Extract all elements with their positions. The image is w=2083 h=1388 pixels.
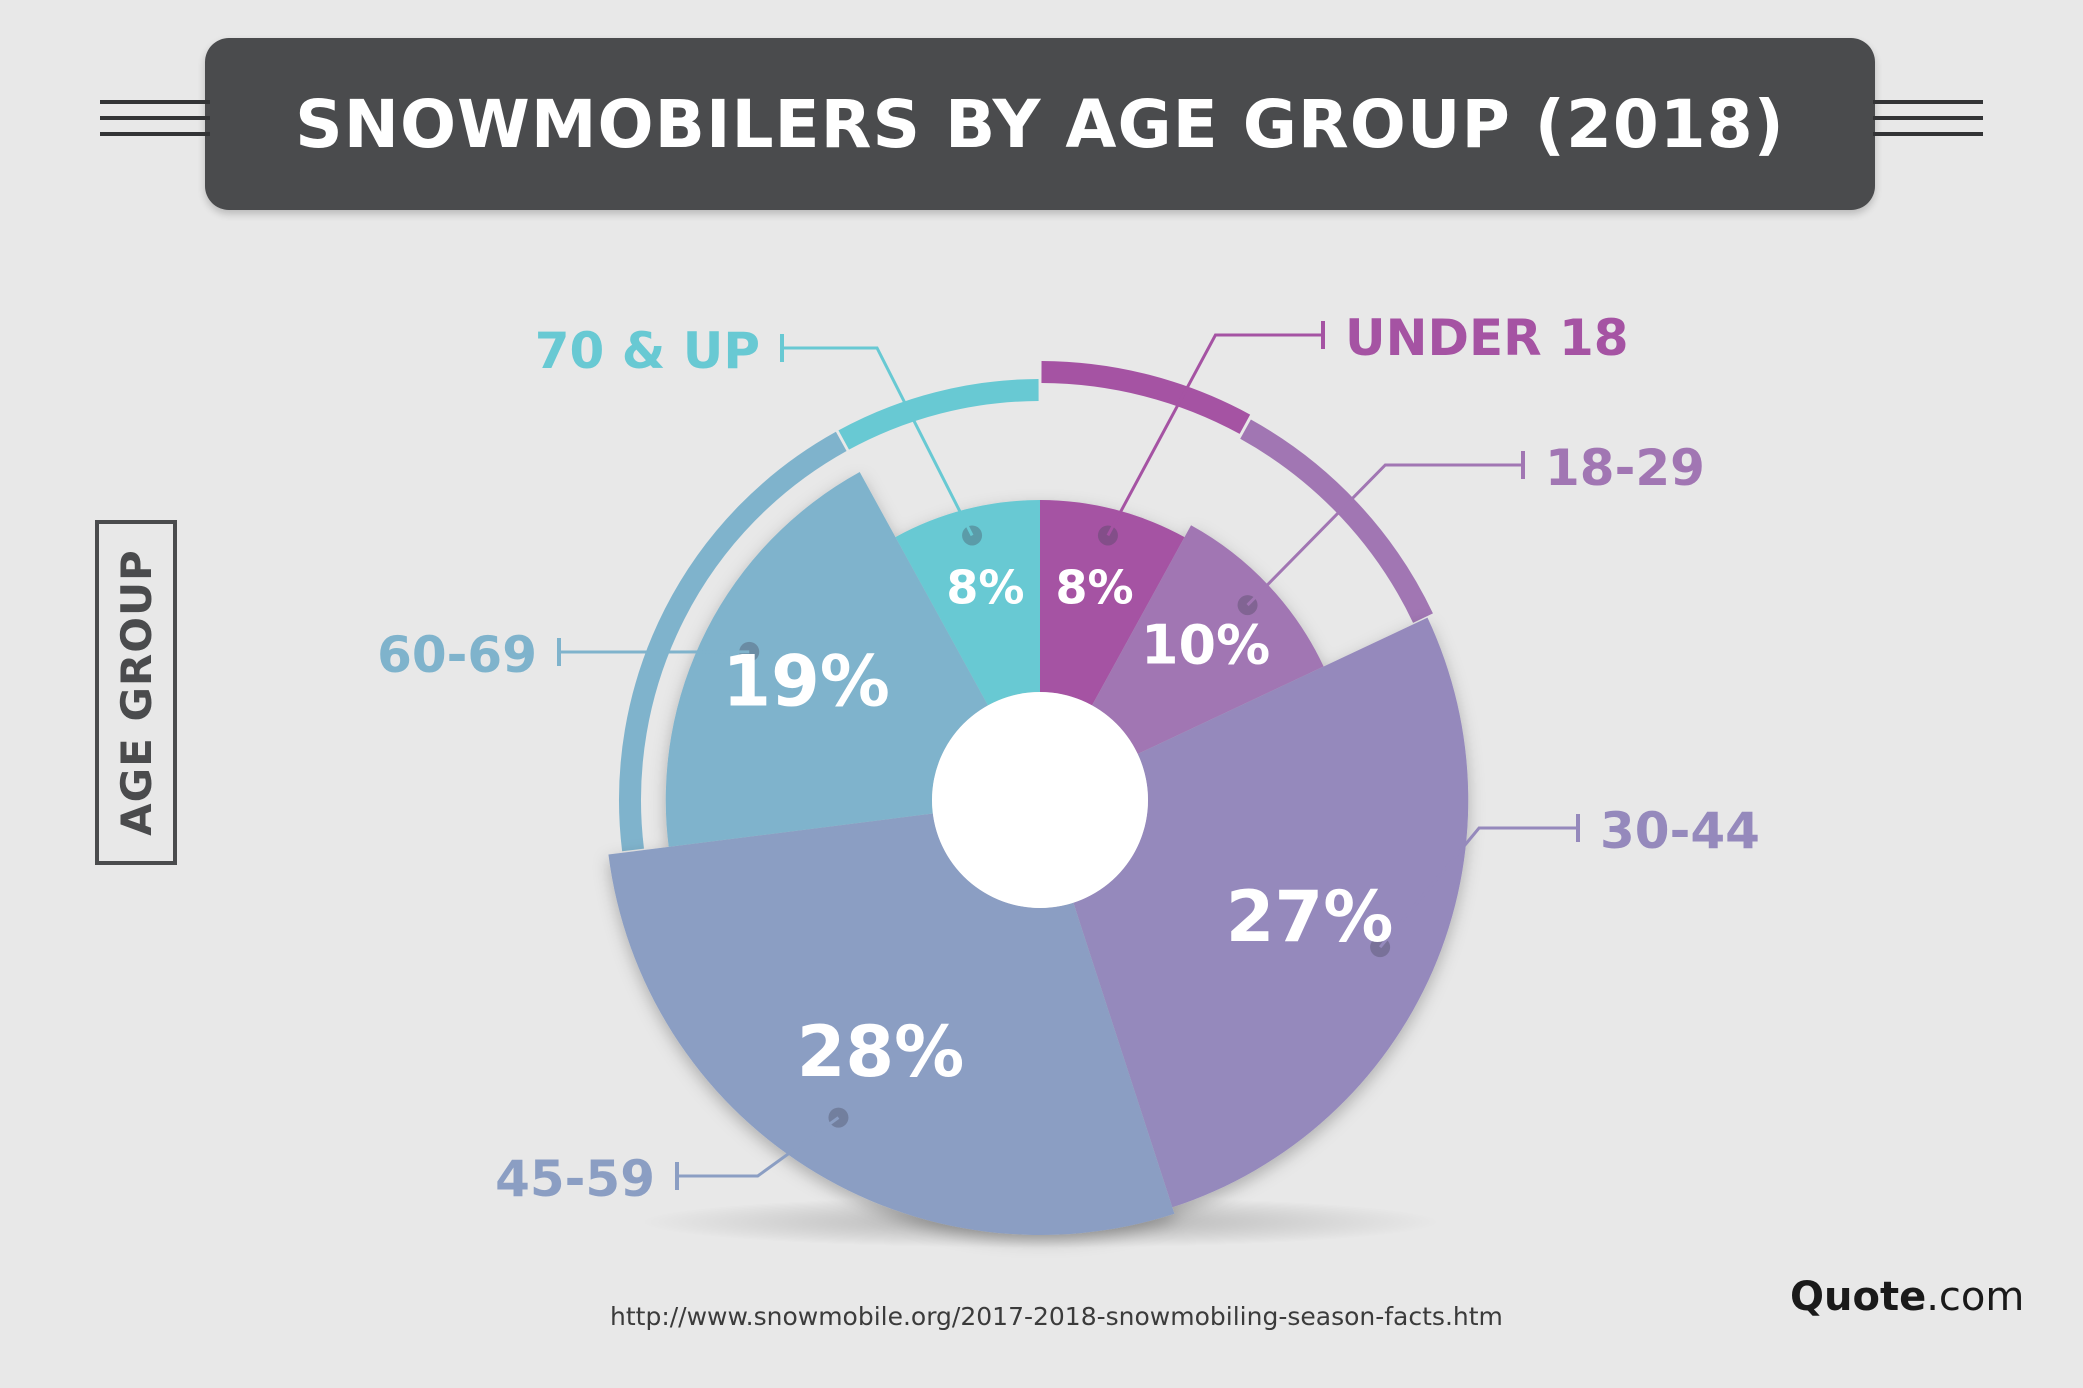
wedge-30-44 bbox=[1073, 617, 1469, 1208]
ring-segment-60-69 bbox=[619, 431, 847, 852]
callout-group bbox=[557, 321, 1580, 1190]
category-label-18-29: 18-29 bbox=[1545, 439, 1705, 497]
value-label-60-69: 19% bbox=[722, 640, 890, 722]
brand-logo-rest: .com bbox=[1926, 1274, 2025, 1320]
callout-line-under-18 bbox=[1106, 333, 1323, 537]
category-label-45-59: 45-59 bbox=[495, 1150, 655, 1208]
ring-segment-18-29 bbox=[1240, 419, 1433, 623]
center-hole bbox=[932, 692, 1148, 908]
wedge-60-69 bbox=[665, 472, 988, 847]
value-label-group: 8%10%27%28%19%8% bbox=[722, 561, 1393, 1093]
callout-line-70-and-up bbox=[782, 346, 974, 537]
ring-segment-under-18 bbox=[1041, 361, 1251, 434]
brand-logo: Quote.com bbox=[1790, 1274, 2024, 1320]
category-label-group: UNDER 18 18-29 30-44 45-59 60-69 70 & UP bbox=[377, 309, 1760, 1208]
value-label-45-59: 28% bbox=[797, 1011, 965, 1093]
title-decoration-right bbox=[1873, 100, 1983, 156]
page-title: SNOWMOBILERS BY AGE GROUP (2018) bbox=[295, 85, 1785, 163]
value-label-30-44: 27% bbox=[1226, 876, 1394, 958]
title-banner: SNOWMOBILERS BY AGE GROUP (2018) bbox=[205, 38, 1875, 210]
callout-line-45-59 bbox=[677, 1116, 840, 1178]
wedge-70-and-up bbox=[895, 500, 1040, 706]
wedge-18-29 bbox=[1092, 525, 1324, 755]
category-label-70-and-up: 70 & UP bbox=[535, 322, 760, 380]
source-url: http://www.snowmobile.org/2017-2018-snow… bbox=[610, 1302, 1503, 1331]
ring-segment-70-and-up bbox=[838, 379, 1039, 450]
wedge-group bbox=[608, 472, 1469, 1235]
callout-line-18-29 bbox=[1246, 463, 1523, 607]
value-label-under-18: 8% bbox=[1055, 561, 1133, 615]
age-group-label-box: AGE GROUP bbox=[95, 520, 177, 865]
wedge-under-18 bbox=[1040, 500, 1185, 706]
category-label-30-44: 30-44 bbox=[1600, 802, 1760, 860]
brand-logo-strong: Quote bbox=[1790, 1274, 1927, 1320]
category-label-under-18: UNDER 18 bbox=[1345, 309, 1629, 367]
value-label-70-and-up: 8% bbox=[946, 561, 1024, 615]
value-label-18-29: 10% bbox=[1141, 613, 1270, 676]
callout-line-30-44 bbox=[1378, 826, 1578, 949]
wedge-45-59 bbox=[608, 813, 1175, 1235]
category-label-60-69: 60-69 bbox=[377, 626, 537, 684]
title-decoration-left bbox=[100, 100, 210, 156]
